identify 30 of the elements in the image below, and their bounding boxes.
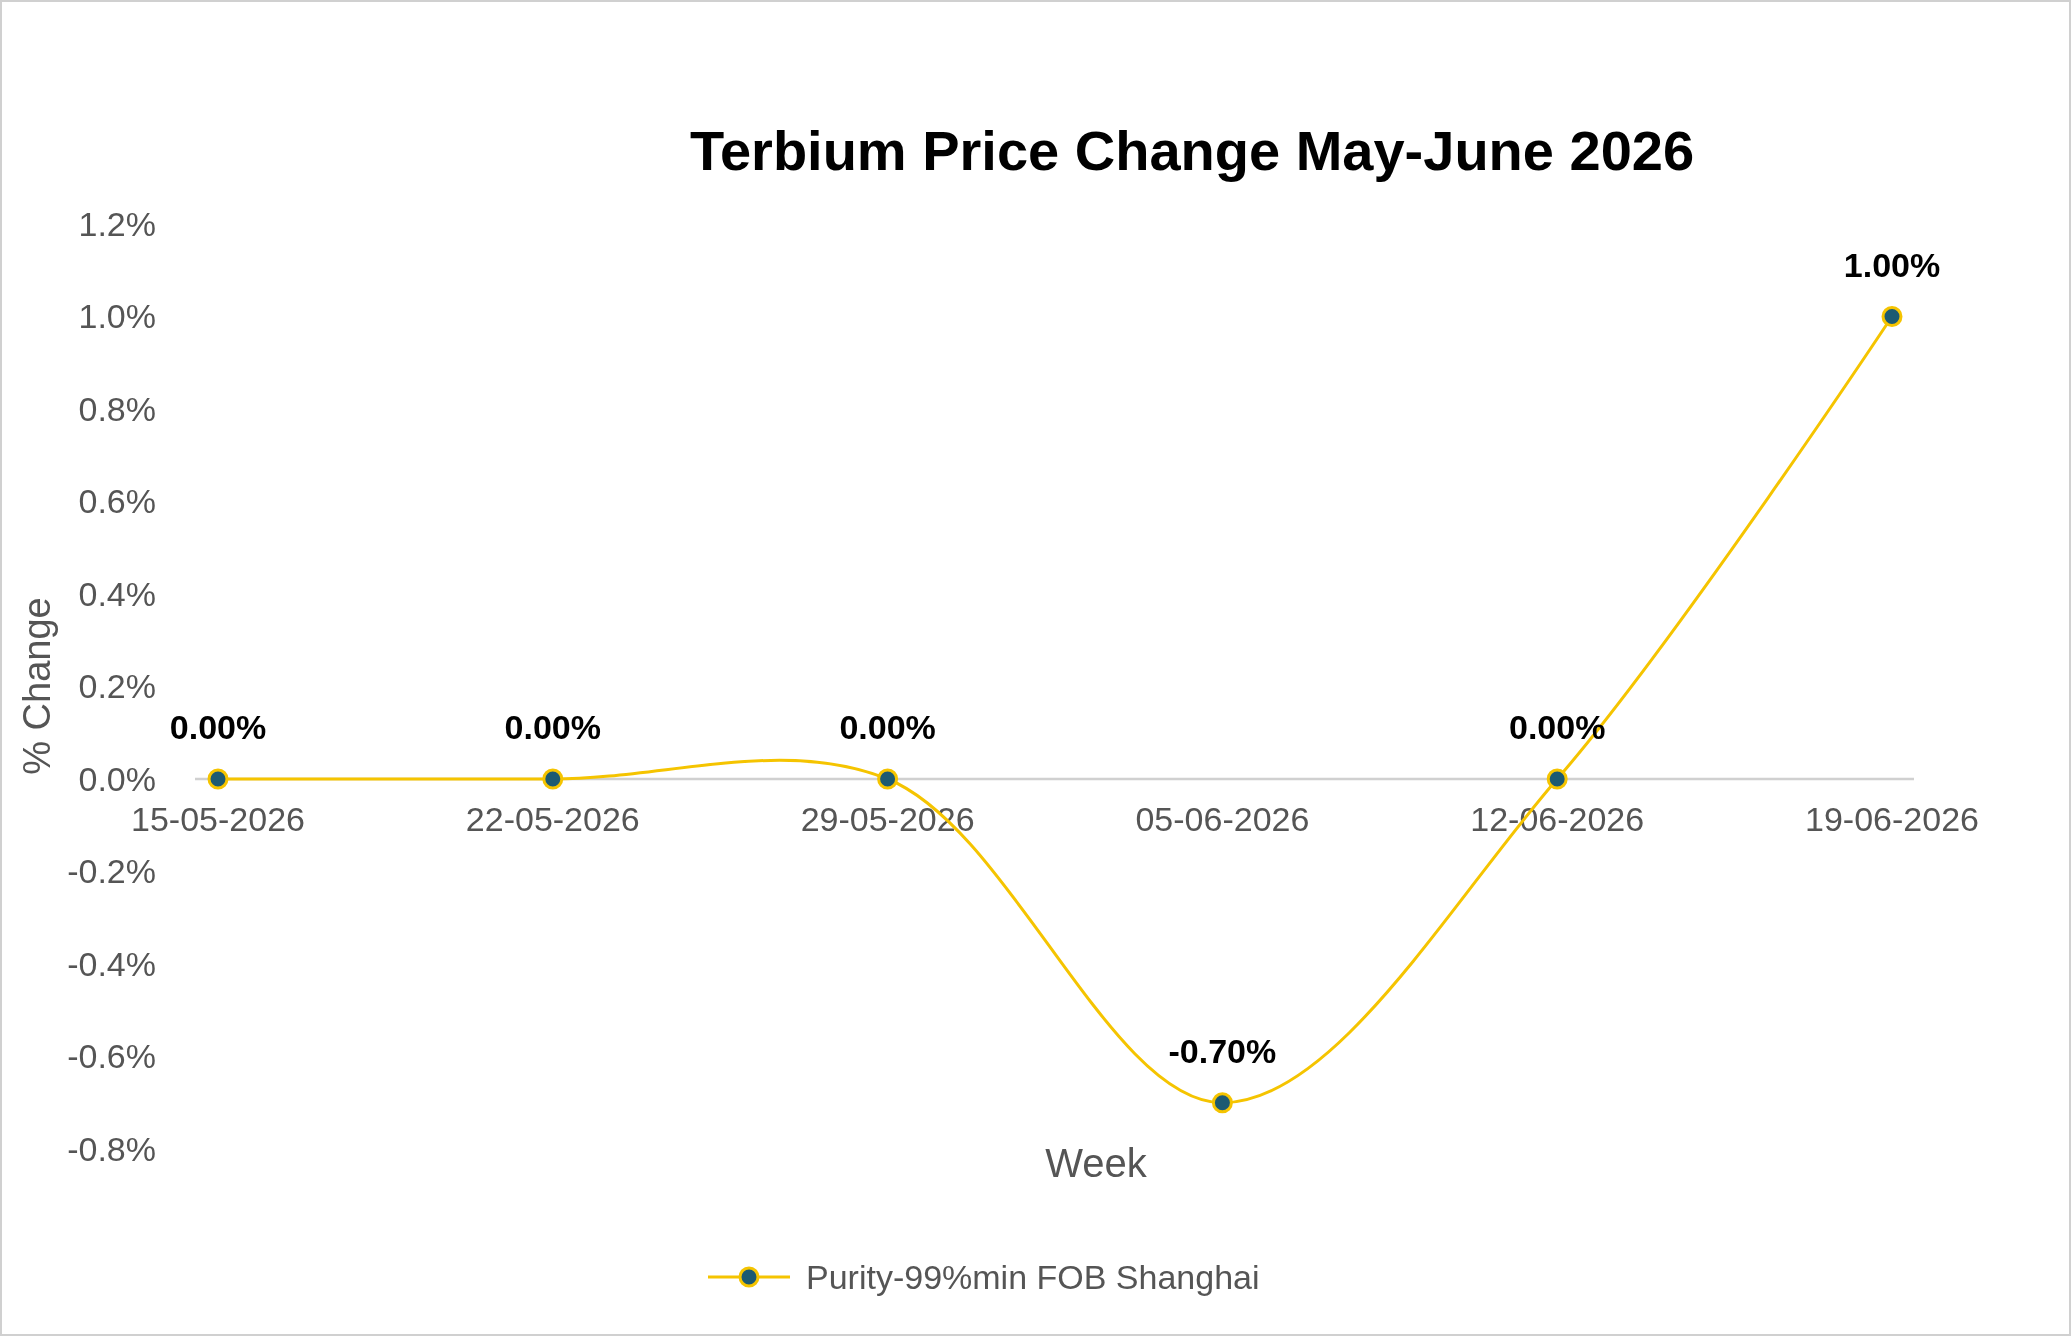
y-tick-label: -0.8%: [67, 1129, 156, 1168]
y-axis-title: % Change: [16, 597, 58, 775]
y-tick-label: 1.2%: [78, 204, 156, 243]
y-tick-label: 0.2%: [78, 667, 156, 706]
data-label: -0.70%: [1168, 1031, 1277, 1070]
y-tick-label: 1.0%: [78, 297, 156, 336]
y-tick-label: -0.6%: [67, 1037, 156, 1076]
data-label: 0.00%: [169, 708, 267, 746]
y-tick-label: -0.4%: [67, 944, 156, 983]
point: [1881, 306, 1903, 327]
point: [207, 768, 229, 790]
data-label: 0.00%: [839, 708, 936, 746]
x-tick-label: 15-05-2026: [131, 800, 305, 838]
legend-label: Purity-99%min FOB Shanghai: [806, 1257, 1260, 1296]
y-tick-label: 0.8%: [78, 389, 156, 428]
y-tick-label: -0.2%: [67, 852, 156, 891]
x-tick-label: 19-06-2026: [1805, 800, 1979, 838]
y-tick-label: 0.6%: [78, 482, 156, 521]
y-tick-label: 0.4%: [78, 574, 156, 613]
point: [877, 768, 899, 790]
y-tick-label: 0.0%: [78, 759, 156, 798]
data-label: 0.00%: [504, 708, 601, 746]
x-tick-label: 22-05-2026: [465, 800, 640, 838]
data-label: 1.00%: [1843, 245, 1941, 284]
point: [1546, 768, 1568, 790]
point: [542, 768, 564, 790]
x-tick-label: 05-06-2026: [1135, 800, 1310, 838]
point: [1211, 1092, 1233, 1114]
x-axis-title: Week: [1045, 1141, 1148, 1185]
chart-title: Terbium Price Change May-June 2026: [689, 119, 1695, 182]
